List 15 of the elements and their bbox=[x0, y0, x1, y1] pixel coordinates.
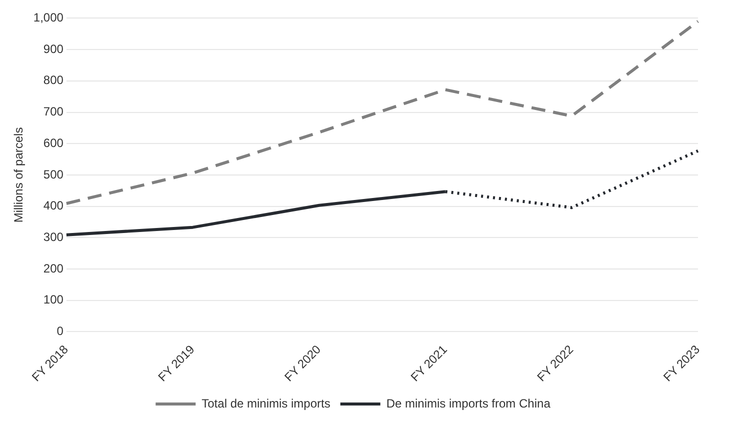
legend-label: De minimis imports from China bbox=[386, 396, 551, 410]
y-tick-label: 200 bbox=[43, 261, 64, 276]
y-tick-label: 0 bbox=[56, 324, 64, 338]
y-tick-label: 700 bbox=[43, 104, 64, 119]
y-tick-label: 100 bbox=[43, 292, 64, 307]
y-tick-label: 300 bbox=[43, 230, 64, 244]
legend-label: Total de minimis imports bbox=[202, 396, 330, 410]
y-tick-label: 600 bbox=[43, 136, 64, 150]
y-tick-label: 900 bbox=[43, 42, 64, 56]
line-series bbox=[64, 20, 700, 206]
y-tick-label: 800 bbox=[43, 73, 64, 88]
y-tick-label: 1,000 bbox=[33, 10, 64, 25]
y-axis-title: Millions of parcels bbox=[12, 127, 26, 223]
y-tick-label: 500 bbox=[43, 167, 64, 182]
y-tick-label: 400 bbox=[43, 198, 64, 213]
